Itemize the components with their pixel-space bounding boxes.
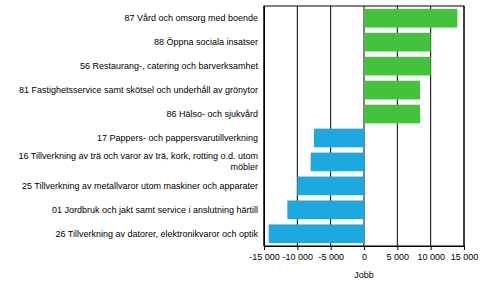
tick: -15 000 [249, 246, 280, 262]
grid [264, 6, 464, 246]
category-label: 01 Jordbruk och jakt samt service i ansl… [52, 205, 258, 215]
tick: 0 [362, 246, 367, 262]
axis-line [264, 7, 265, 247]
bar [364, 81, 420, 100]
bars [269, 9, 458, 243]
label-line: 16 Tillverkning av trä och varor av trä,… [18, 151, 258, 161]
label-line: 87 Vård och omsorg med boende [124, 13, 258, 23]
category-label: 88 Öppna sociala insatser [154, 37, 258, 47]
tick-label: 10 000 [417, 252, 445, 262]
tick-label: -15 000 [249, 252, 280, 262]
label-line: 26 Tillverkning av datorer, elektronikva… [55, 229, 258, 239]
label-line: 81 Fastighetsservice samt skötsel och un… [19, 85, 258, 95]
tick: -10 000 [283, 246, 314, 262]
tick: 16 Tillverkning av trä och varor av trä,… [18, 151, 264, 172]
tick: 26 Tillverkning av datorer, elektronikva… [55, 229, 264, 239]
tick: 10 000 [417, 246, 445, 262]
label-line: 01 Jordbruk och jakt samt service i ansl… [52, 205, 258, 215]
y-axis: 87 Vård och omsorg med boende 88 Öppna so… [18, 7, 264, 247]
tick: 15 000 [451, 246, 479, 262]
tick: -5 000 [318, 246, 344, 262]
bar [311, 153, 364, 172]
label-line: 88 Öppna sociala insatser [154, 37, 258, 47]
tick: 86 Hälso- och sjukvård [166, 109, 264, 119]
tick: 56 Restaurang-, catering och barverksamh… [80, 61, 264, 71]
bar [314, 129, 364, 148]
axis-line [265, 247, 465, 251]
tick-mark [464, 246, 465, 250]
category-label: 26 Tillverkning av datorer, elektronikva… [55, 229, 258, 239]
tick: 88 Öppna sociala insatser [154, 37, 264, 47]
label-line: 17 Pappers- och pappersvarutillverkning [97, 133, 258, 143]
bar [364, 33, 431, 52]
x-axis: -15 000-10 000 -5 000 0 5 000 10 000 15 000 [249, 246, 478, 262]
category-label: 16 Tillverkning av trä och varor av trä,… [18, 151, 258, 172]
category-label: 81 Fastighetsservice samt skötsel och un… [19, 85, 258, 95]
label-line: möbler [230, 162, 258, 172]
bar [364, 57, 431, 76]
tick-label: -10 000 [283, 252, 314, 262]
tick-mark [431, 246, 432, 250]
bar [297, 177, 364, 196]
category-label: 25 Tillverkning av metallvaror utom mask… [22, 181, 258, 191]
tick-mark [264, 246, 265, 250]
category-label: 86 Hälso- och sjukvård [166, 109, 258, 119]
tick: 17 Pappers- och pappersvarutillverkning [97, 133, 264, 143]
category-label: 56 Restaurang-, catering och barverksamh… [80, 61, 259, 71]
tick-mark [297, 246, 298, 250]
category-label: 87 Vård och omsorg med boende [124, 13, 258, 23]
bar [364, 105, 420, 124]
label-line: 56 Restaurang-, catering och barverksamh… [80, 61, 259, 71]
category-label: 17 Pappers- och pappersvarutillverkning [97, 133, 258, 143]
bar [364, 9, 457, 28]
tick-mark [397, 246, 398, 250]
tick: 87 Vård och omsorg med boende [124, 13, 264, 23]
chart: -15 000-10 000 -5 000 0 5 000 10 000 15 000 Jo… [0, 0, 494, 305]
tick: 01 Jordbruk och jakt samt service i ansl… [52, 205, 264, 215]
bar [269, 224, 364, 243]
tick-mark [364, 246, 365, 250]
tick-label: 15 000 [451, 252, 479, 262]
tick-label: 5 000 [387, 252, 410, 262]
label-line: 25 Tillverkning av metallvaror utom mask… [22, 181, 258, 191]
tick-label: -5 000 [318, 252, 344, 262]
tick: 5 000 [387, 246, 410, 262]
axis-title: Jobb [354, 270, 374, 280]
bar [287, 200, 364, 219]
label-line: 86 Hälso- och sjukvård [166, 109, 258, 119]
tick-mark [331, 246, 332, 250]
plot-frame [264, 6, 464, 246]
tick: 25 Tillverkning av metallvaror utom mask… [22, 181, 264, 191]
tick-label: 0 [362, 252, 367, 262]
tick: 81 Fastighetsservice samt skötsel och un… [19, 85, 264, 95]
